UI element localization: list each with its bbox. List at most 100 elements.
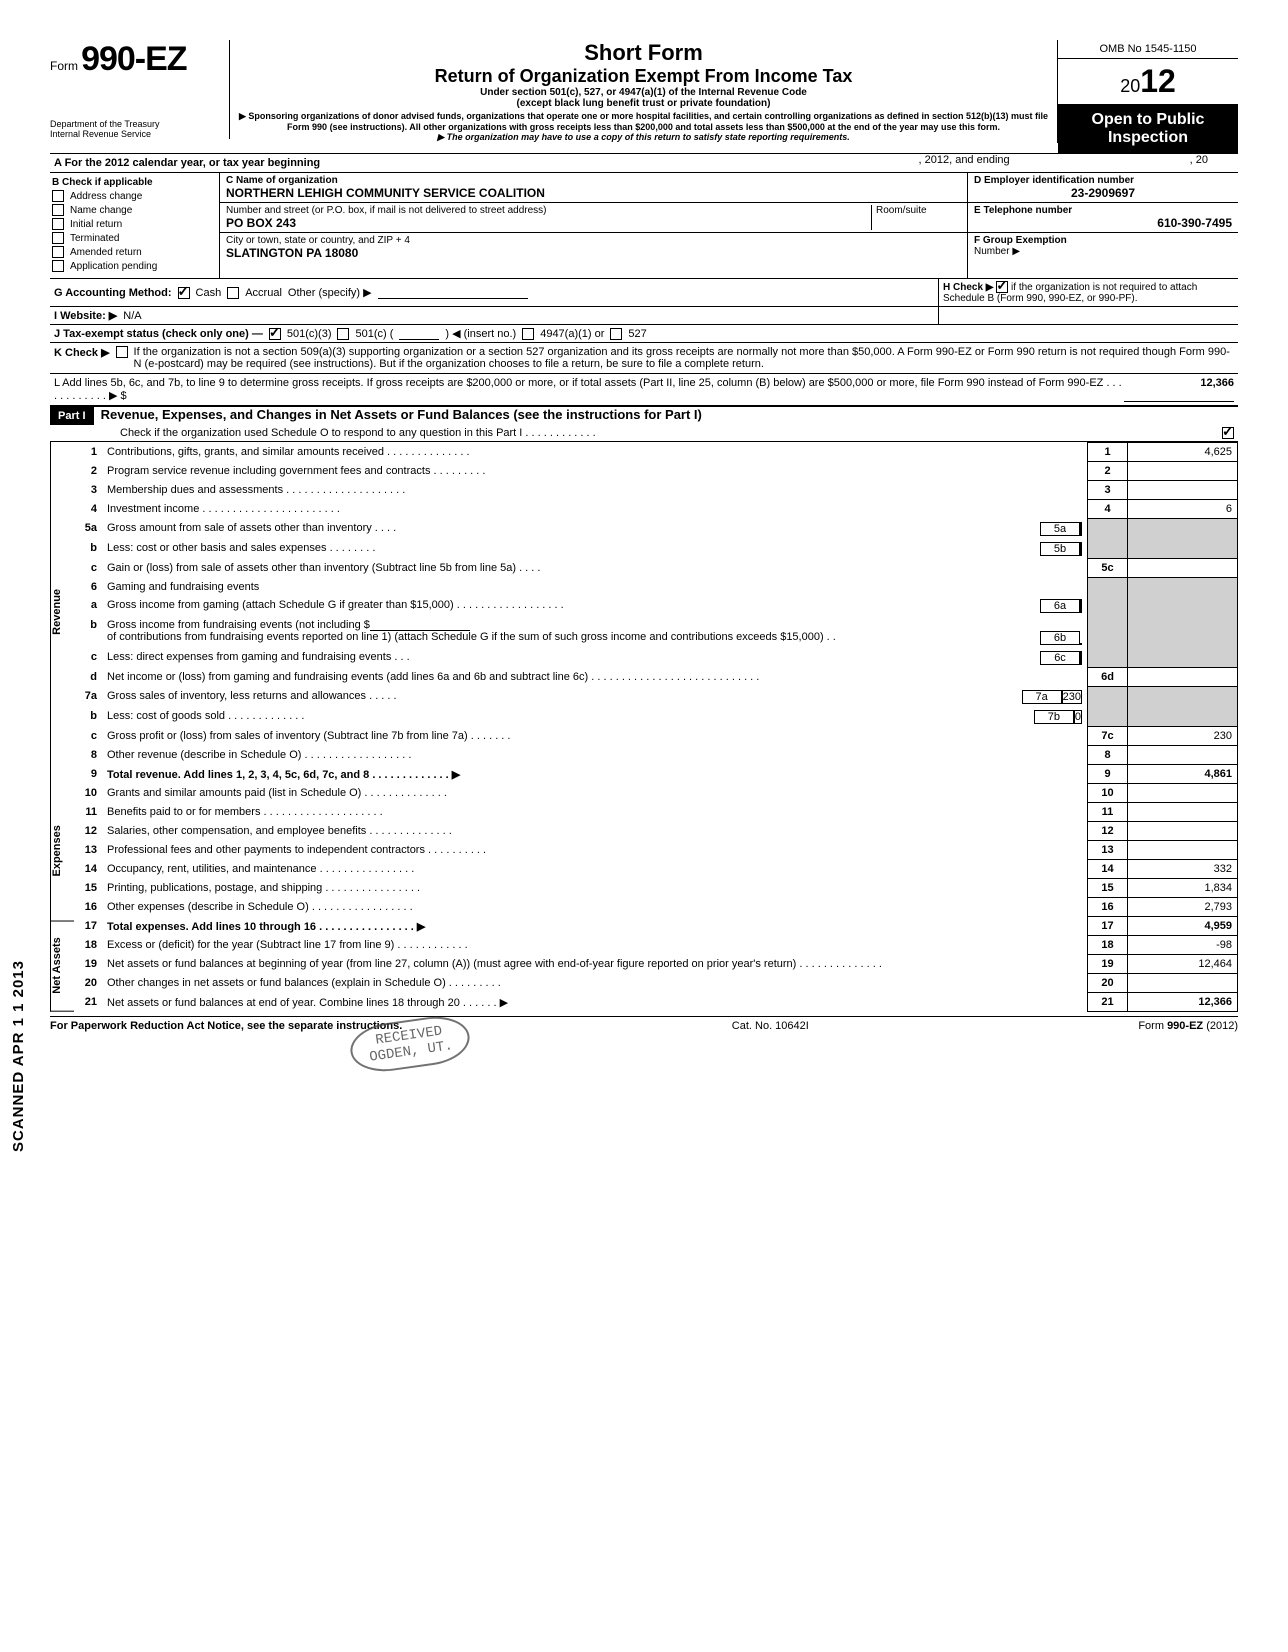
h-box: H Check ▶ if the organization is not req… [938,279,1238,306]
omb-number: OMB No 1545-1150 [1058,40,1238,59]
table-row: 13Professional fees and other payments t… [74,841,1238,860]
c-city-row: City or town, state or country, and ZIP … [220,233,967,262]
table-row: 15Printing, publications, postage, and s… [74,879,1238,898]
open-public-l1: Open to Public [1062,111,1234,129]
c-label: C Name of organization [226,175,961,186]
column-c: C Name of organization NORTHERN LEHIGH C… [220,173,968,278]
chk-527[interactable] [610,328,622,340]
table-row: 5aGross amount from sale of assets other… [74,519,1238,539]
column-d-e-f: D Employer identification number 23-2909… [968,173,1238,278]
table-row: cGain or (loss) from sale of assets othe… [74,559,1238,578]
table-row: cLess: direct expenses from gaming and f… [74,648,1238,668]
chk-terminated[interactable]: Terminated [52,232,217,244]
dept-irs: Internal Revenue Service [50,129,151,139]
row-i: I Website: ▶ N/A [50,306,1238,324]
part-i-badge: Part I [50,407,94,425]
page-footer: For Paperwork Reduction Act Notice, see … [50,1016,1238,1032]
line-a-mid: , 2012, and ending [919,154,1010,172]
table-row: dNet income or (loss) from gaming and fu… [74,668,1238,687]
d-row: D Employer identification number 23-2909… [968,173,1238,203]
form-prefix: Form [50,59,78,73]
addr-label: Number and street (or P.O. box, if mail … [226,205,871,216]
row-k: K Check ▶ If the organization is not a s… [50,343,1238,374]
table-row: 2Program service revenue including gover… [74,462,1238,481]
scanned-stamp: SCANNED APR 1 1 2013 [10,960,27,1152]
g-other: Other (specify) ▶ [288,286,372,299]
chk-part-i-schedule-o[interactable] [1222,427,1234,439]
line-a-label: A For the 2012 calendar year, or tax yea… [50,154,324,172]
l-value: 12,366 [1124,377,1234,402]
chk-address-change[interactable]: Address change [52,190,217,202]
ein-value: 23-2909697 [974,186,1232,200]
table-row: 17Total expenses. Add lines 10 through 1… [74,917,1238,936]
table-row: 21Net assets or fund balances at end of … [74,993,1238,1012]
d-label: D Employer identification number [974,175,1232,186]
form-header-row: Form 990-EZ Department of the Treasury I… [50,40,1238,153]
k-label: K Check ▶ [54,346,110,370]
chk-h[interactable] [996,281,1008,293]
table-row: 14Occupancy, rent, utilities, and mainte… [74,860,1238,879]
room-label: Room/suite [876,205,961,216]
b-heading: B Check if applicable [52,177,217,188]
g-label: G Accounting Method: [54,287,172,299]
table-row: 12Salaries, other compensation, and empl… [74,822,1238,841]
side-expenses: Expenses [50,781,74,922]
f-label2: Number ▶ [974,246,1020,257]
chk-app-pending[interactable]: Application pending [52,260,217,272]
chk-amended[interactable]: Amended return [52,246,217,258]
section-b-c-d: B Check if applicable Address change Nam… [50,172,1238,278]
open-public-box: Open to Public Inspection [1058,105,1238,153]
table-row: 9Total revenue. Add lines 1, 2, 3, 4, 5c… [74,765,1238,784]
line-a: A For the 2012 calendar year, or tax yea… [50,153,1238,172]
form-id-box: Form 990-EZ Department of the Treasury I… [50,40,230,139]
chk-k[interactable] [116,346,128,358]
column-b: B Check if applicable Address change Nam… [50,173,220,278]
short-form-title: Short Form [238,40,1049,66]
year-prefix: 20 [1120,76,1140,96]
chk-501c[interactable] [337,328,349,340]
table-row: 8Other revenue (describe in Schedule O) … [74,746,1238,765]
instruction-para-1: ▶ Sponsoring organizations of donor advi… [238,111,1049,132]
g-accounting: G Accounting Method: Cash Accrual Other … [50,279,938,306]
title-column: Short Form Return of Organization Exempt… [230,40,1058,143]
table-row: aGross income from gaming (attach Schedu… [74,596,1238,616]
e-label: E Telephone number [974,205,1232,216]
chk-501c3[interactable] [269,328,281,340]
form-number: 990-EZ [81,40,187,78]
table-row: 16Other expenses (describe in Schedule O… [74,898,1238,917]
g-other-field[interactable] [378,287,528,299]
table-row: 20Other changes in net assets or fund ba… [74,974,1238,993]
chk-accrual[interactable] [227,287,239,299]
f-label: F Group Exemption [974,235,1067,246]
e-row: E Telephone number 610-390-7495 [968,203,1238,233]
501c-insert[interactable] [399,328,439,340]
instruction-para-2: ▶ The organization may have to use a cop… [238,132,1049,143]
footer-left: For Paperwork Reduction Act Notice, see … [50,1020,402,1032]
chk-4947[interactable] [522,328,534,340]
j-label: J Tax-exempt status (check only one) — [54,328,263,340]
chk-cash[interactable] [178,287,190,299]
row-g-h: G Accounting Method: Cash Accrual Other … [50,278,1238,306]
chk-initial-return[interactable]: Initial return [52,218,217,230]
k-text: If the organization is not a section 509… [134,346,1234,370]
6b-contrib-field[interactable] [370,619,470,631]
tax-year-box: 2012 [1058,59,1238,105]
f-row: F Group Exemption Number ▶ [968,233,1238,259]
org-name: NORTHERN LEHIGH COMMUNITY SERVICE COALIT… [226,186,961,200]
part-i-table: 1Contributions, gifts, grants, and simil… [74,442,1238,1012]
chk-name-change[interactable]: Name change [52,204,217,216]
subtitle-2: (except black lung benefit trust or priv… [238,98,1049,109]
table-row: 1Contributions, gifts, grants, and simil… [74,443,1238,462]
row-j: J Tax-exempt status (check only one) — 5… [50,324,1238,343]
table-row: 11Benefits paid to or for members . . . … [74,803,1238,822]
side-revenue: Revenue [50,442,74,781]
dept-treasury: Department of the Treasury [50,119,160,129]
c-name-row: C Name of organization NORTHERN LEHIGH C… [220,173,967,203]
h-label: H Check ▶ [943,282,993,293]
street-address: PO BOX 243 [226,216,871,230]
top-right-box: OMB No 1545-1150 2012 Open to Public Ins… [1058,40,1238,153]
city-label: City or town, state or country, and ZIP … [226,235,961,246]
table-row: 10Grants and similar amounts paid (list … [74,784,1238,803]
side-labels: Revenue Expenses Net Assets [50,442,74,1012]
table-row: 6Gaming and fundraising events [74,578,1238,596]
